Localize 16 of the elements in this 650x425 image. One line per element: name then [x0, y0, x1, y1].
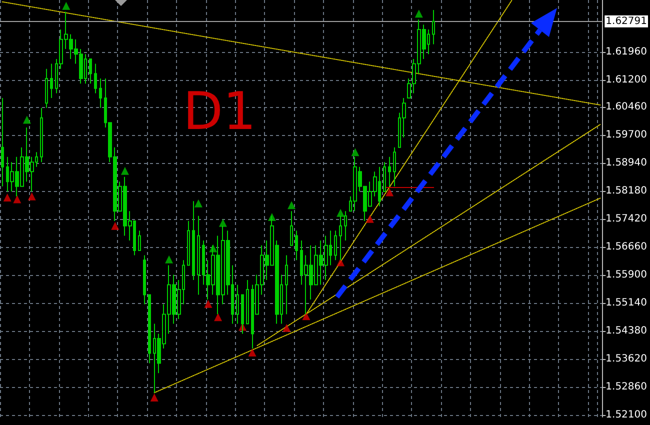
y-tick-label: 1.57420	[606, 214, 648, 225]
y-tick-label: 1.55900	[606, 270, 648, 281]
y-tick-label: 1.60460	[606, 102, 648, 113]
y-tick-label: 1.55140	[606, 298, 648, 309]
y-tick-label: 1.61960	[606, 46, 648, 58]
y-tick-label: 1.58940	[606, 158, 648, 169]
y-tick-label: 1.52100	[606, 410, 648, 421]
y-tick-label: 1.56660	[606, 242, 648, 253]
ref-line-label: 1.62791	[606, 16, 648, 27]
annotation: D1	[183, 82, 256, 142]
y-tick-label: 1.61200	[606, 74, 648, 86]
y-tick-label: 1.59700	[606, 130, 648, 141]
y-tick-label: 1.54380	[606, 326, 648, 337]
y-tick-label: 1.52860	[606, 382, 648, 393]
y-tick-label: 1.53620	[606, 354, 648, 365]
y-tick-label: 1.58180	[606, 186, 648, 197]
